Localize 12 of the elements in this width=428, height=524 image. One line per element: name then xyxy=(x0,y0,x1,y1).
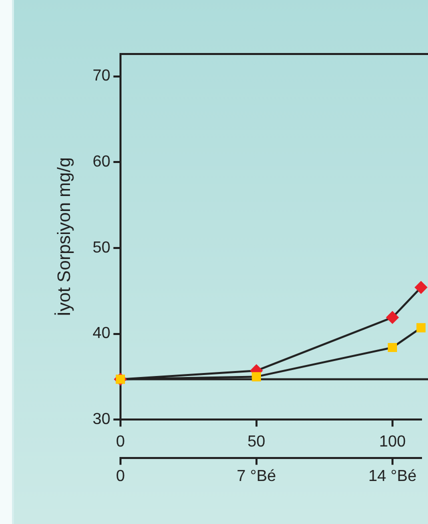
y-tick-label: 40 xyxy=(92,325,110,342)
y-tick-label: 50 xyxy=(92,239,110,256)
x2-tick-label: 7 °Bé xyxy=(236,468,276,485)
y-tick-label: 70 xyxy=(92,68,110,85)
x-tick-label: 100 xyxy=(379,434,406,451)
x-tick-label: 0 xyxy=(116,434,125,451)
y-tick-label: 30 xyxy=(92,411,110,428)
y-axis-title: İyot Sorpsiyon mg/g xyxy=(54,157,74,316)
y-tick-label: 60 xyxy=(92,154,110,171)
x2-tick-label: 0 xyxy=(116,468,125,485)
x-tick-label: 50 xyxy=(248,434,266,451)
x2-tick-label: 14 °Bé xyxy=(368,468,417,485)
